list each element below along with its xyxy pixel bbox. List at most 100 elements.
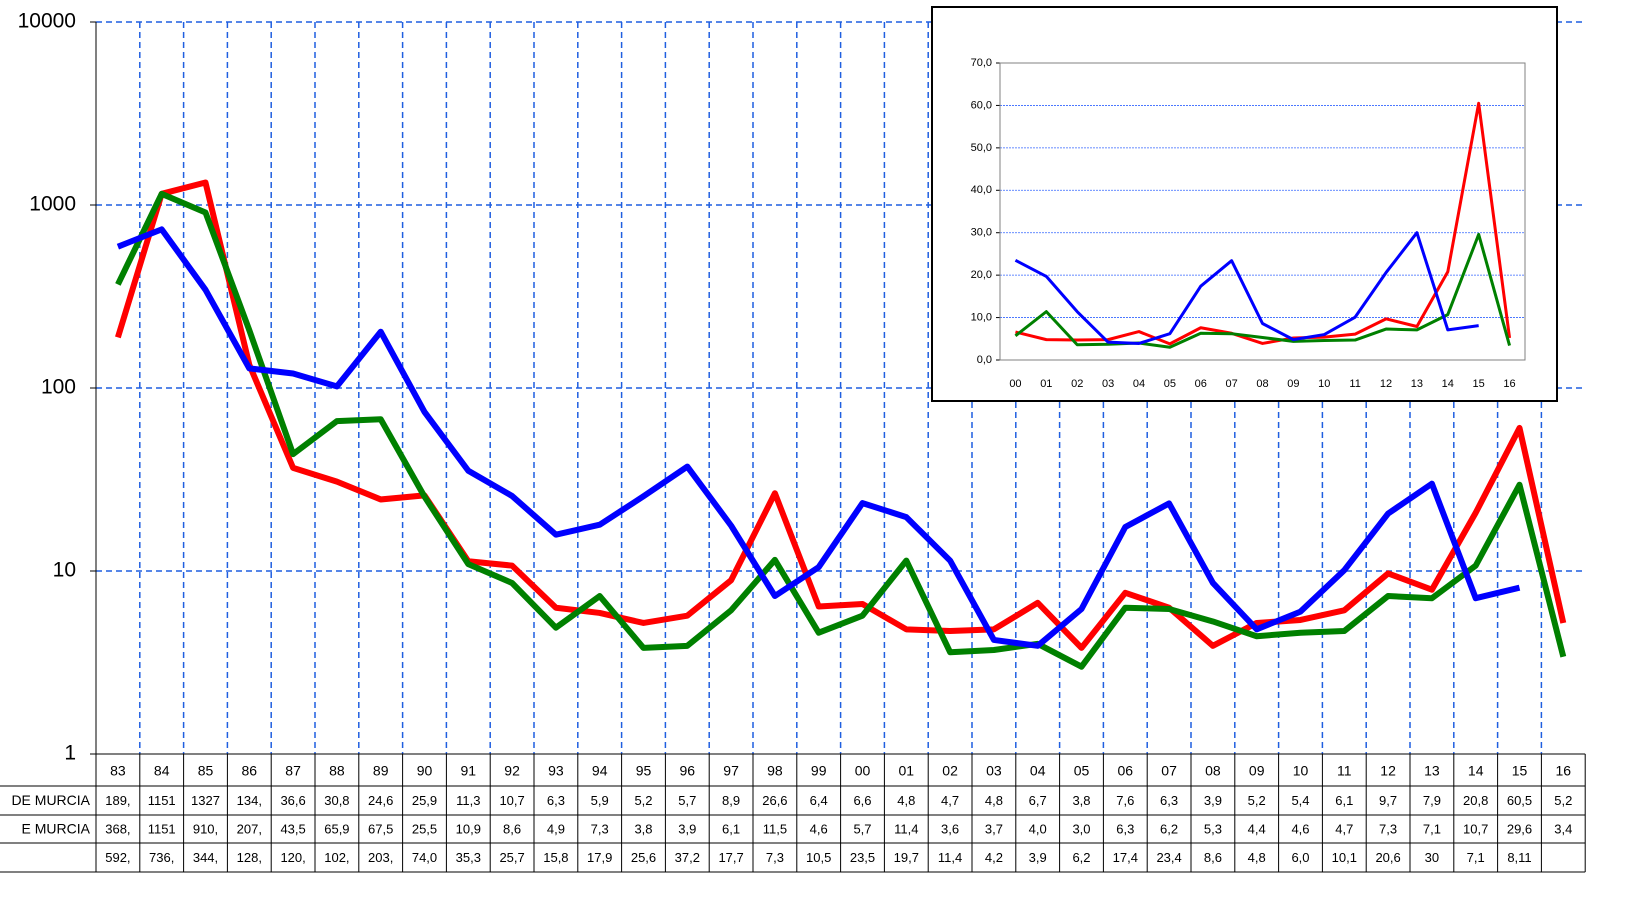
table-cell: 25,5: [412, 821, 437, 836]
x-tick-label: 02: [1071, 378, 1083, 390]
table-cell: 5,9: [591, 793, 609, 808]
x-tick-label: 09: [1287, 378, 1299, 390]
x-tick-label: 02: [942, 763, 958, 779]
table-cell: 5,3: [1204, 821, 1222, 836]
table-cell: 6,1: [722, 821, 740, 836]
table-cell: 6,0: [1291, 850, 1309, 865]
table-cell: 4,6: [1291, 821, 1309, 836]
x-tick-label: 99: [811, 763, 827, 779]
table-cell: 6,2: [1072, 850, 1090, 865]
x-tick-label: 07: [1161, 763, 1177, 779]
x-tick-label: 95: [636, 763, 652, 779]
table-cell: 35,3: [456, 850, 481, 865]
x-tick-label: 13: [1411, 378, 1423, 390]
x-tick-label: 04: [1133, 378, 1145, 390]
table-cell: 3,4: [1554, 821, 1572, 836]
x-tick-label: 09: [1249, 763, 1265, 779]
x-tick-label: 05: [1074, 763, 1090, 779]
table-cell: 5,7: [678, 793, 696, 808]
x-tick-label: 84: [154, 763, 170, 779]
table-cell: 8,6: [503, 821, 521, 836]
table-cell: 3,6: [941, 821, 959, 836]
y-tick-label: 10000: [18, 10, 76, 33]
x-tick-label: 06: [1195, 378, 1207, 390]
table-row-label: E MURCIA: [22, 821, 91, 837]
table-cell: 6,4: [810, 793, 828, 808]
table-cell: 3,9: [1204, 793, 1222, 808]
y-tick-label: 10: [53, 559, 76, 582]
table-cell: 4,7: [1335, 821, 1353, 836]
table-cell: 4,2: [985, 850, 1003, 865]
x-tick-label: 06: [1118, 763, 1134, 779]
x-tick-label: 13: [1424, 763, 1440, 779]
table-cell: 25,7: [499, 850, 524, 865]
table-cell: 43,5: [280, 821, 305, 836]
x-tick-label: 89: [373, 763, 389, 779]
y-tick-label: 30,0: [971, 227, 992, 239]
table-cell: 60,5: [1507, 793, 1532, 808]
table-cell: 4,8: [1248, 850, 1266, 865]
table-cell: 736,: [149, 850, 174, 865]
table-cell: 6,3: [547, 793, 565, 808]
table-cell: 1151: [148, 821, 176, 836]
table-cell: 3,8: [634, 821, 652, 836]
x-tick-label: 15: [1512, 763, 1528, 779]
x-tick-label: 12: [1380, 763, 1396, 779]
x-tick-label: 86: [242, 763, 258, 779]
table-row-label: DE MURCIA: [11, 792, 90, 808]
x-tick-label: 08: [1256, 378, 1268, 390]
y-tick-label: 0,0: [977, 354, 992, 366]
table-cell: 4,9: [547, 821, 565, 836]
series-line: [1014, 232, 1512, 349]
x-tick-label: 15: [1473, 378, 1485, 390]
table-cell: 3,0: [1072, 821, 1090, 836]
x-tick-label: 96: [680, 763, 696, 779]
table-cell: 65,9: [324, 821, 349, 836]
table-cell: 3,8: [1072, 793, 1090, 808]
table-cell: 4,8: [985, 793, 1003, 808]
table-cell: 6,2: [1160, 821, 1178, 836]
x-tick-label: 85: [198, 763, 214, 779]
x-tick-label: 03: [1102, 378, 1114, 390]
x-tick-label: 98: [767, 763, 783, 779]
inset-frame: [931, 6, 1558, 402]
table-cell: 26,6: [762, 793, 787, 808]
table-cell: 11,5: [763, 821, 787, 836]
x-tick-label: 04: [1030, 763, 1046, 779]
x-tick-label: 11: [1349, 378, 1360, 390]
table-cell: 7,1: [1423, 821, 1441, 836]
x-tick-label: 00: [855, 763, 871, 779]
table-cell: 910,: [193, 821, 218, 836]
x-tick-label: 93: [548, 763, 564, 779]
series-line: [115, 190, 1567, 670]
table-cell: 7,6: [1116, 793, 1134, 808]
y-tick-label: 100: [41, 376, 76, 399]
x-tick-label: 16: [1556, 763, 1572, 779]
table-cell: 25,9: [412, 793, 437, 808]
table-cell: 592,: [105, 850, 130, 865]
table-cell: 19,7: [894, 850, 919, 865]
table-cell: 17,4: [1113, 850, 1138, 865]
table-cell: 8,9: [722, 793, 740, 808]
table-cell: 6,6: [853, 793, 871, 808]
y-tick-label: 20,0: [971, 269, 992, 281]
y-tick-label: 50,0: [971, 142, 992, 154]
table-cell: 189,: [105, 793, 130, 808]
table-cell: 120,: [280, 850, 305, 865]
table-cell: 37,2: [675, 850, 700, 865]
table-cell: 6,3: [1160, 793, 1178, 808]
table-cell: 7,3: [1379, 821, 1397, 836]
x-tick-label: 03: [986, 763, 1002, 779]
table-cell: 1327: [191, 793, 220, 808]
table-cell: 5,4: [1291, 793, 1309, 808]
x-tick-label: 92: [504, 763, 520, 779]
table-cell: 10,7: [1463, 821, 1488, 836]
table-cell: 11,4: [938, 850, 962, 865]
table-cell: 4,8: [897, 793, 915, 808]
x-tick-label: 94: [592, 763, 608, 779]
table-cell: 24,6: [368, 793, 393, 808]
table-cell: 7,3: [766, 850, 784, 865]
table-cell: 11,3: [456, 793, 480, 808]
x-tick-label: 00: [1009, 378, 1021, 390]
table-cell: 207,: [237, 821, 262, 836]
